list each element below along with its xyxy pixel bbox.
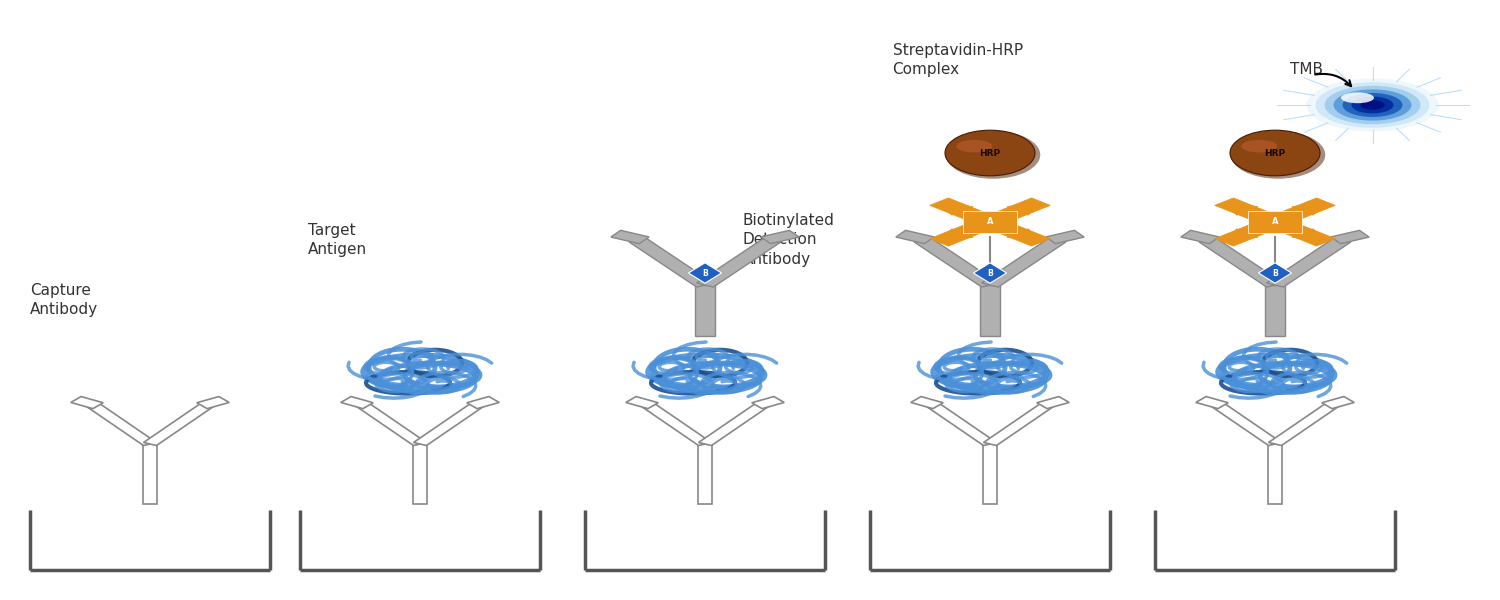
Polygon shape xyxy=(1198,238,1284,287)
Polygon shape xyxy=(413,444,428,504)
Ellipse shape xyxy=(945,130,1035,176)
Polygon shape xyxy=(963,211,1017,233)
Polygon shape xyxy=(930,198,999,226)
Polygon shape xyxy=(1266,238,1352,287)
Polygon shape xyxy=(981,238,1066,287)
Polygon shape xyxy=(87,403,156,446)
Polygon shape xyxy=(1330,230,1370,244)
Text: HRP: HRP xyxy=(980,148,1000,157)
Polygon shape xyxy=(340,397,374,409)
Polygon shape xyxy=(914,238,999,287)
Ellipse shape xyxy=(1342,93,1402,117)
Ellipse shape xyxy=(1334,89,1412,121)
Polygon shape xyxy=(1007,202,1041,215)
Polygon shape xyxy=(927,403,996,446)
Ellipse shape xyxy=(1230,131,1326,179)
Ellipse shape xyxy=(945,131,1041,179)
Polygon shape xyxy=(984,403,1053,446)
Polygon shape xyxy=(939,229,974,242)
Text: Capture
Antibody: Capture Antibody xyxy=(30,283,98,317)
Polygon shape xyxy=(196,397,230,409)
Ellipse shape xyxy=(1230,130,1320,176)
Polygon shape xyxy=(1215,198,1284,226)
Polygon shape xyxy=(982,444,998,504)
Polygon shape xyxy=(981,218,1050,246)
Polygon shape xyxy=(1036,397,1070,409)
Polygon shape xyxy=(414,403,483,446)
Text: A: A xyxy=(987,217,993,226)
Polygon shape xyxy=(1196,397,1228,409)
Polygon shape xyxy=(974,263,1006,283)
Ellipse shape xyxy=(1306,79,1438,131)
Polygon shape xyxy=(626,397,658,409)
Polygon shape xyxy=(752,397,784,409)
Polygon shape xyxy=(910,397,944,409)
Polygon shape xyxy=(1266,198,1335,226)
Polygon shape xyxy=(939,202,974,215)
Polygon shape xyxy=(1292,229,1326,242)
Polygon shape xyxy=(930,218,999,246)
Polygon shape xyxy=(1266,218,1335,246)
Polygon shape xyxy=(1248,211,1302,233)
Text: Streptavidin-HRP
Complex: Streptavidin-HRP Complex xyxy=(892,43,1023,77)
Polygon shape xyxy=(688,263,722,283)
Ellipse shape xyxy=(1324,86,1420,124)
Ellipse shape xyxy=(1352,97,1394,113)
Polygon shape xyxy=(1046,230,1084,244)
Polygon shape xyxy=(1224,202,1258,215)
Text: B: B xyxy=(1272,269,1278,277)
Polygon shape xyxy=(642,403,711,446)
Polygon shape xyxy=(1258,263,1292,283)
Ellipse shape xyxy=(1242,140,1276,152)
Polygon shape xyxy=(1269,403,1338,446)
Polygon shape xyxy=(760,230,800,244)
Polygon shape xyxy=(1224,229,1258,242)
Polygon shape xyxy=(1266,285,1284,336)
Ellipse shape xyxy=(1341,92,1374,103)
Text: TMB: TMB xyxy=(1290,61,1323,76)
Polygon shape xyxy=(896,230,934,244)
Polygon shape xyxy=(466,397,500,409)
Ellipse shape xyxy=(1316,82,1430,128)
Polygon shape xyxy=(1215,218,1284,246)
Text: Biotinylated
Detection
Antibody: Biotinylated Detection Antibody xyxy=(742,212,834,268)
Polygon shape xyxy=(698,444,712,504)
Polygon shape xyxy=(981,285,999,336)
Polygon shape xyxy=(1212,403,1281,446)
Polygon shape xyxy=(142,444,158,504)
Polygon shape xyxy=(699,403,768,446)
Text: B: B xyxy=(987,269,993,277)
Polygon shape xyxy=(1268,444,1282,504)
Polygon shape xyxy=(144,403,213,446)
Ellipse shape xyxy=(957,140,993,152)
Polygon shape xyxy=(1292,202,1326,215)
Text: B: B xyxy=(702,269,708,277)
Polygon shape xyxy=(628,238,714,287)
Polygon shape xyxy=(1180,230,1219,244)
Text: Target
Antigen: Target Antigen xyxy=(308,223,366,257)
Text: A: A xyxy=(1272,217,1278,226)
Polygon shape xyxy=(981,198,1050,226)
Polygon shape xyxy=(610,230,650,244)
Text: HRP: HRP xyxy=(1264,148,1286,157)
Ellipse shape xyxy=(1360,100,1384,110)
Polygon shape xyxy=(696,238,782,287)
Polygon shape xyxy=(70,397,104,409)
Polygon shape xyxy=(1007,229,1041,242)
Polygon shape xyxy=(696,285,714,336)
Polygon shape xyxy=(1322,397,1354,409)
Polygon shape xyxy=(357,403,426,446)
